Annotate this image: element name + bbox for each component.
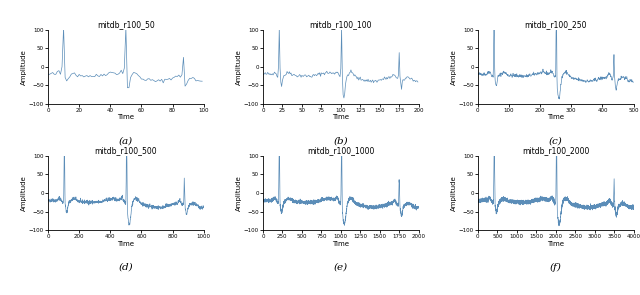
Y-axis label: Amplitude: Amplitude: [21, 175, 28, 211]
Title: mitdb_r100_1000: mitdb_r100_1000: [307, 146, 374, 155]
Text: (b): (b): [333, 137, 348, 145]
Text: (a): (a): [119, 137, 133, 145]
Text: (d): (d): [118, 263, 133, 272]
X-axis label: Time: Time: [117, 114, 134, 120]
X-axis label: Time: Time: [547, 241, 564, 247]
Y-axis label: Amplitude: Amplitude: [451, 175, 457, 211]
Y-axis label: Amplitude: Amplitude: [21, 49, 28, 85]
Title: mitdb_r100_250: mitdb_r100_250: [524, 20, 587, 29]
Text: (c): (c): [549, 137, 563, 145]
Y-axis label: Amplitude: Amplitude: [451, 49, 457, 85]
Text: (e): (e): [333, 263, 348, 272]
X-axis label: Time: Time: [332, 241, 349, 247]
Title: mitdb_r100_500: mitdb_r100_500: [95, 146, 157, 155]
Title: mitdb_r100_100: mitdb_r100_100: [310, 20, 372, 29]
X-axis label: Time: Time: [547, 114, 564, 120]
X-axis label: Time: Time: [117, 241, 134, 247]
Y-axis label: Amplitude: Amplitude: [236, 49, 243, 85]
X-axis label: Time: Time: [332, 114, 349, 120]
Y-axis label: Amplitude: Amplitude: [236, 175, 243, 211]
Title: mitdb_r100_50: mitdb_r100_50: [97, 20, 155, 29]
Text: (f): (f): [550, 263, 562, 272]
Title: mitdb_r100_2000: mitdb_r100_2000: [522, 146, 589, 155]
